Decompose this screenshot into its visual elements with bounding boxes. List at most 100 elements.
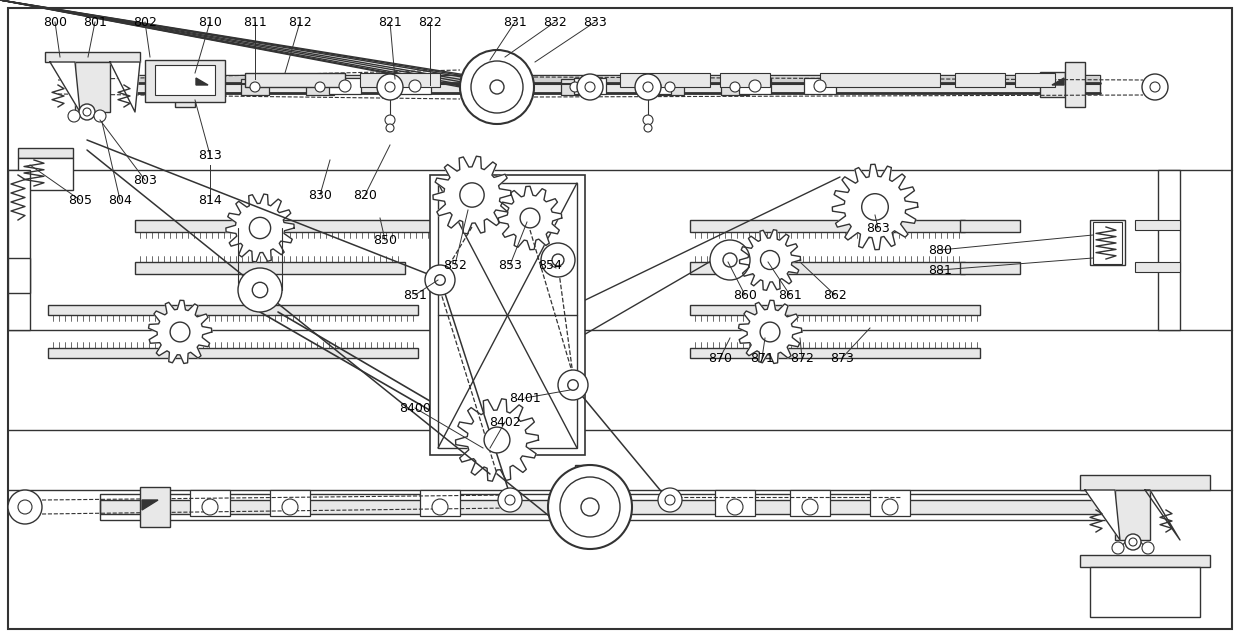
- Bar: [190, 490, 229, 516]
- Bar: [1158, 170, 1180, 330]
- Bar: [306, 79, 334, 95]
- Circle shape: [505, 82, 515, 92]
- Circle shape: [377, 74, 403, 100]
- Bar: [130, 75, 1100, 93]
- Bar: [135, 262, 405, 274]
- Circle shape: [460, 183, 484, 207]
- Circle shape: [541, 243, 575, 277]
- Bar: [145, 60, 224, 102]
- Circle shape: [432, 499, 448, 515]
- Bar: [135, 220, 539, 232]
- Text: 852: 852: [443, 259, 467, 271]
- Polygon shape: [739, 300, 802, 364]
- Bar: [45, 52, 140, 62]
- Bar: [715, 490, 755, 516]
- Circle shape: [577, 74, 603, 100]
- Circle shape: [644, 115, 653, 125]
- Circle shape: [548, 465, 632, 549]
- Bar: [804, 78, 836, 94]
- Text: 800: 800: [43, 15, 67, 29]
- Text: 862: 862: [823, 289, 847, 301]
- Bar: [140, 487, 170, 527]
- Polygon shape: [110, 62, 140, 112]
- Polygon shape: [1052, 78, 1064, 85]
- Bar: [48, 305, 418, 315]
- Polygon shape: [1085, 490, 1120, 540]
- Text: 863: 863: [866, 222, 890, 234]
- Circle shape: [723, 253, 737, 267]
- Text: 812: 812: [288, 15, 312, 29]
- Text: 810: 810: [198, 15, 222, 29]
- Circle shape: [384, 115, 396, 125]
- Circle shape: [68, 110, 81, 122]
- Bar: [74, 62, 110, 112]
- Circle shape: [552, 254, 564, 266]
- Circle shape: [460, 50, 534, 124]
- Bar: [960, 262, 1021, 274]
- Text: 833: 833: [583, 15, 606, 29]
- Text: 804: 804: [108, 194, 131, 206]
- Bar: [246, 73, 345, 87]
- Text: 811: 811: [243, 15, 267, 29]
- Bar: [1065, 62, 1085, 107]
- Text: 830: 830: [308, 189, 332, 201]
- Circle shape: [386, 124, 394, 132]
- Text: 873: 873: [830, 352, 854, 364]
- Bar: [241, 79, 269, 95]
- Text: 861: 861: [779, 289, 802, 301]
- Circle shape: [727, 499, 743, 515]
- Polygon shape: [832, 164, 918, 250]
- Bar: [430, 175, 585, 455]
- Text: 871: 871: [750, 352, 774, 364]
- Text: 820: 820: [353, 189, 377, 201]
- Polygon shape: [143, 500, 157, 510]
- Bar: [790, 490, 830, 516]
- Bar: [1090, 567, 1200, 617]
- Circle shape: [568, 380, 578, 390]
- Bar: [955, 73, 1004, 87]
- Circle shape: [649, 80, 661, 92]
- Bar: [175, 62, 195, 107]
- Text: 881: 881: [928, 264, 952, 276]
- Bar: [1090, 220, 1125, 265]
- Circle shape: [658, 488, 682, 512]
- Bar: [720, 79, 749, 95]
- Circle shape: [644, 124, 652, 132]
- Bar: [689, 262, 965, 274]
- Circle shape: [665, 495, 675, 505]
- Polygon shape: [226, 194, 294, 262]
- Bar: [620, 73, 711, 87]
- Text: 803: 803: [133, 173, 157, 187]
- Circle shape: [1142, 542, 1154, 554]
- Circle shape: [249, 217, 270, 239]
- Circle shape: [813, 80, 826, 92]
- Text: 854: 854: [538, 259, 562, 271]
- Circle shape: [94, 110, 105, 122]
- Bar: [689, 348, 980, 358]
- Circle shape: [7, 490, 42, 524]
- Bar: [1080, 475, 1210, 490]
- Polygon shape: [50, 62, 81, 112]
- Polygon shape: [455, 399, 538, 481]
- Bar: [574, 78, 606, 94]
- Circle shape: [83, 108, 91, 116]
- Bar: [820, 73, 940, 87]
- Bar: [100, 494, 1130, 520]
- Bar: [420, 490, 460, 516]
- Bar: [1016, 73, 1055, 87]
- Circle shape: [585, 82, 595, 92]
- Circle shape: [882, 499, 898, 515]
- Text: 870: 870: [708, 352, 732, 364]
- Circle shape: [560, 477, 620, 537]
- Circle shape: [315, 82, 325, 92]
- Circle shape: [79, 104, 95, 120]
- Circle shape: [644, 82, 653, 92]
- Circle shape: [1125, 534, 1141, 550]
- Bar: [739, 78, 771, 94]
- Text: 802: 802: [133, 15, 157, 29]
- Bar: [7, 258, 30, 293]
- Circle shape: [862, 194, 888, 220]
- Bar: [870, 490, 910, 516]
- Text: 853: 853: [498, 259, 522, 271]
- Bar: [195, 72, 219, 97]
